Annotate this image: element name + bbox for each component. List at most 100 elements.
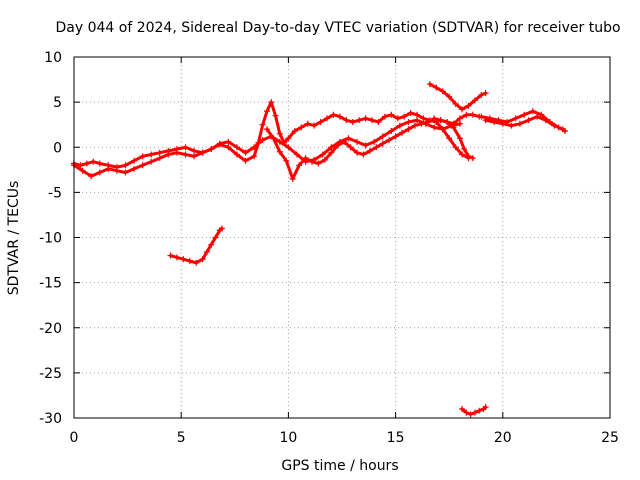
data-point <box>88 173 95 180</box>
data-point <box>180 256 187 263</box>
data-point <box>459 151 466 158</box>
series-track-g-line <box>484 115 565 131</box>
data-point <box>396 122 403 129</box>
data-point <box>433 84 440 91</box>
data-point <box>319 151 326 158</box>
data-point <box>225 138 232 145</box>
data-point <box>341 138 348 145</box>
data-point <box>471 97 478 104</box>
data-point <box>83 160 90 167</box>
data-point <box>516 120 523 127</box>
data-point <box>456 135 463 142</box>
data-point <box>216 140 223 147</box>
data-point <box>225 144 232 151</box>
data-point <box>534 113 541 120</box>
data-point <box>199 149 206 156</box>
data-point <box>491 118 498 125</box>
data-point <box>186 257 193 264</box>
y-tick-label: -15 <box>39 276 62 292</box>
y-tick-label: 0 <box>53 140 62 156</box>
x-tick-label: 10 <box>279 430 297 446</box>
data-point <box>354 149 361 156</box>
data-point <box>283 157 290 164</box>
data-point <box>444 118 451 125</box>
data-point <box>263 108 270 115</box>
data-point <box>218 225 225 232</box>
data-point <box>369 117 376 124</box>
data-point <box>105 165 112 172</box>
data-point <box>512 115 519 122</box>
data-point <box>191 153 198 160</box>
data-point <box>478 91 485 98</box>
y-tick-label: -10 <box>39 231 62 247</box>
data-point <box>469 155 476 162</box>
data-point <box>193 259 200 266</box>
data-point <box>405 126 412 133</box>
data-point <box>379 140 386 147</box>
data-point <box>272 112 279 119</box>
data-point <box>431 115 438 122</box>
data-point <box>182 151 189 158</box>
data-point <box>469 111 476 118</box>
data-point <box>465 102 472 109</box>
data-point <box>263 126 270 133</box>
data-point <box>148 158 155 165</box>
data-point <box>452 100 459 107</box>
y-tick-label: -30 <box>39 411 62 427</box>
data-point <box>276 138 283 145</box>
data-point <box>328 149 335 156</box>
data-point <box>362 115 369 122</box>
data-point <box>452 144 459 151</box>
data-point <box>330 111 337 118</box>
x-axis-label: GPS time / hours <box>281 458 398 474</box>
data-point <box>439 88 446 95</box>
data-point <box>456 115 463 122</box>
data-point <box>459 106 466 113</box>
data-point <box>311 122 318 129</box>
data-point <box>208 146 215 153</box>
data-point <box>414 117 421 124</box>
data-point <box>388 128 395 135</box>
data-point <box>467 411 474 418</box>
y-tick-label: 10 <box>44 50 62 66</box>
data-point <box>381 113 388 120</box>
data-point <box>336 113 343 120</box>
data-point <box>96 160 103 167</box>
x-tick-label: 5 <box>177 430 186 446</box>
data-point <box>529 108 536 115</box>
data-point <box>386 137 393 144</box>
data-point <box>323 115 330 122</box>
data-point <box>315 160 322 167</box>
data-point <box>308 158 315 165</box>
data-point <box>79 167 86 174</box>
data-point <box>375 118 382 125</box>
data-point <box>450 124 457 131</box>
data-point <box>131 157 138 164</box>
data-point <box>173 254 180 261</box>
data-point <box>551 122 558 129</box>
data-point <box>270 135 277 142</box>
series-track-d-line <box>428 82 488 111</box>
plot-frame <box>73 56 611 419</box>
data-point <box>379 133 386 140</box>
data-point <box>463 111 470 118</box>
data-point <box>77 162 84 169</box>
data-point <box>289 175 296 182</box>
data-point <box>259 137 266 144</box>
data-point <box>446 93 453 100</box>
x-tick-label: 0 <box>70 430 79 446</box>
data-point <box>212 234 219 241</box>
data-point <box>233 151 240 158</box>
data-point <box>90 158 97 165</box>
data-point <box>392 133 399 140</box>
data-point <box>139 153 146 160</box>
data-point <box>203 248 210 255</box>
data-point <box>399 129 406 136</box>
x-tick-label: 15 <box>387 430 405 446</box>
data-point <box>328 144 335 151</box>
data-point <box>345 135 352 142</box>
data-point <box>362 142 369 149</box>
x-tick-label: 20 <box>494 430 512 446</box>
